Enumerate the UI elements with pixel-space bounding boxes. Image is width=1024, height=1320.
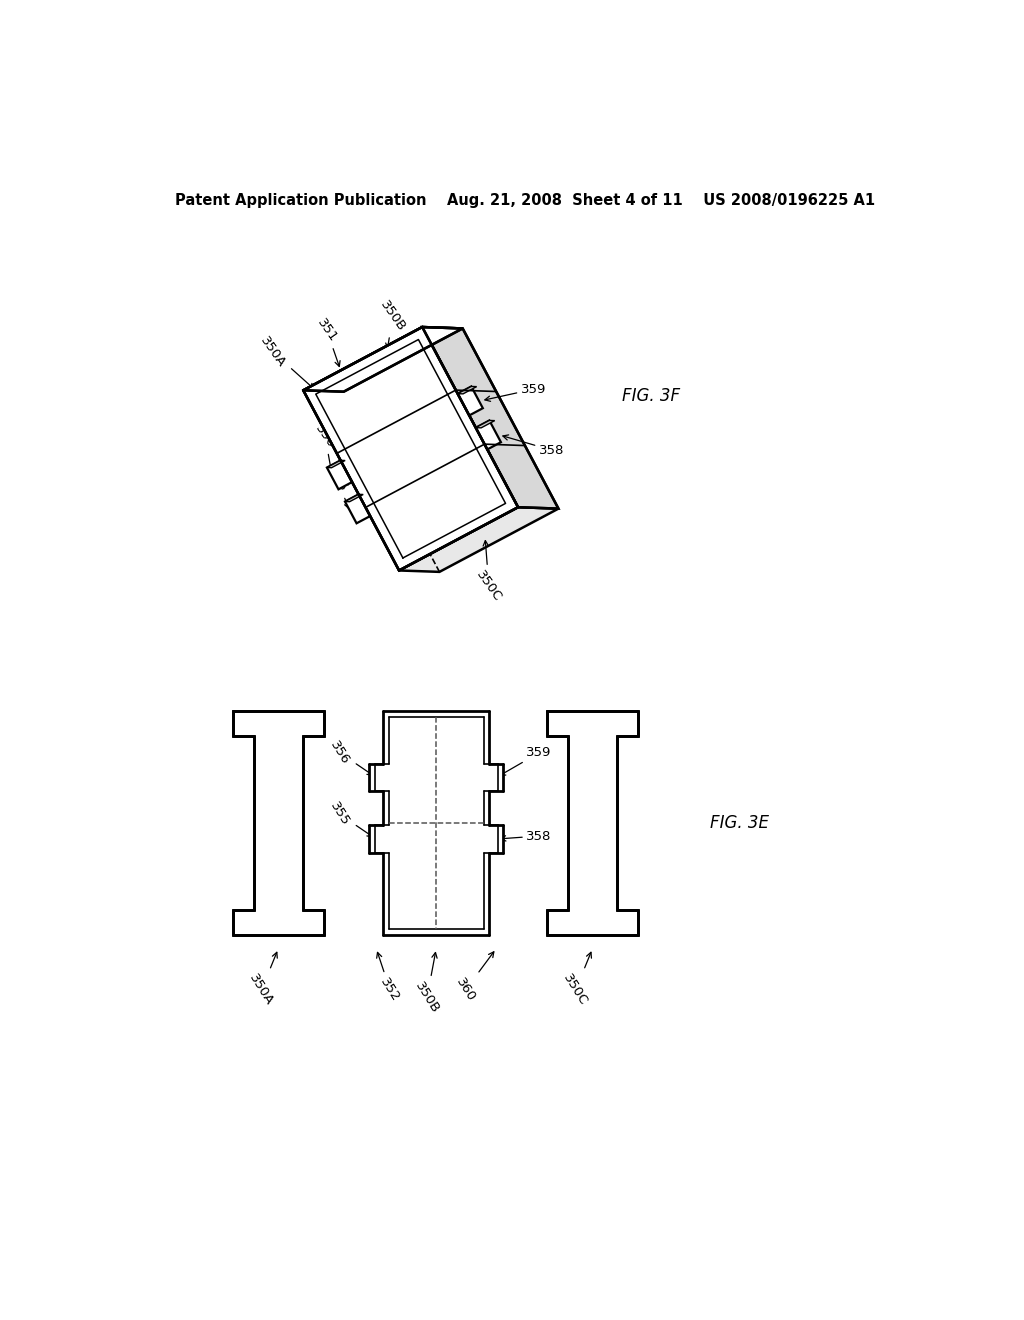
Text: 355: 355 [328, 800, 373, 837]
Polygon shape [233, 711, 324, 935]
Text: 350C: 350C [561, 952, 592, 1008]
Text: 350B: 350B [413, 953, 441, 1016]
Polygon shape [370, 711, 503, 935]
Text: 356: 356 [328, 739, 373, 775]
Polygon shape [303, 327, 518, 570]
Polygon shape [399, 507, 558, 572]
Text: 350A: 350A [257, 334, 314, 389]
Polygon shape [476, 421, 495, 428]
Text: Patent Application Publication    Aug. 21, 2008  Sheet 4 of 11    US 2008/019622: Patent Application Publication Aug. 21, … [175, 193, 874, 209]
Text: 350A: 350A [247, 952, 278, 1008]
Text: 360: 360 [454, 952, 494, 1005]
Text: 351: 351 [314, 317, 340, 367]
Polygon shape [327, 461, 345, 467]
Text: FIG. 3E: FIG. 3E [710, 814, 769, 832]
Text: 358: 358 [501, 829, 552, 842]
Polygon shape [422, 327, 558, 508]
Polygon shape [303, 327, 463, 392]
Polygon shape [345, 494, 364, 502]
Polygon shape [458, 387, 476, 393]
Polygon shape [476, 421, 501, 449]
Text: 358: 358 [503, 434, 564, 457]
Polygon shape [345, 494, 370, 523]
Polygon shape [327, 461, 352, 490]
Text: 350C: 350C [474, 541, 504, 605]
Text: 350B: 350B [378, 298, 409, 348]
Polygon shape [547, 711, 638, 935]
Text: 359: 359 [500, 746, 552, 775]
Text: 359: 359 [485, 383, 546, 401]
Text: 355: 355 [325, 466, 349, 508]
Text: 356: 356 [312, 422, 338, 474]
Polygon shape [368, 710, 505, 936]
Text: 352: 352 [377, 952, 402, 1005]
Text: FIG. 3F: FIG. 3F [622, 387, 680, 404]
Polygon shape [458, 387, 483, 416]
